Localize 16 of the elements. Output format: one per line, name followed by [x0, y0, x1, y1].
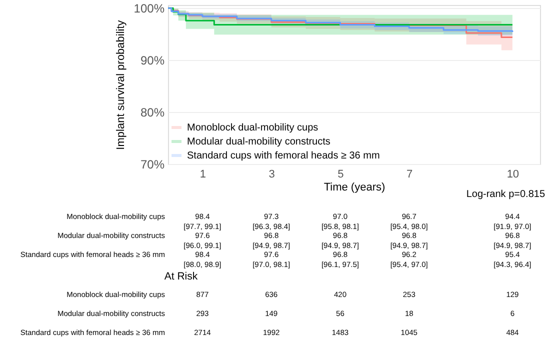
x-tick-label: 1 [200, 168, 206, 180]
text: At Risk [164, 270, 198, 282]
x-tick-label: 10 [506, 168, 520, 180]
legend-label: Modular dual-mobility constructs [187, 136, 330, 148]
y-tick-label: 90% [140, 54, 165, 68]
y-tick-label: 100% [134, 2, 165, 16]
y-tick-label: 70% [140, 158, 165, 172]
y-axis-title: Implant survival probability [114, 20, 127, 150]
x-tick-label: 3 [268, 168, 275, 180]
x-tick-label: 7 [406, 168, 413, 180]
y-tick-label: 80% [140, 106, 165, 120]
text: Log-rank p=0.815 [466, 189, 546, 200]
x-tick-label: 5 [338, 168, 344, 180]
legend-label: Monoblock dual-mobility cups [187, 122, 318, 134]
legend-label: Standard cups with femoral heads ≥ 36 mm [187, 150, 380, 162]
x-axis-title: Time (years) [324, 182, 386, 194]
